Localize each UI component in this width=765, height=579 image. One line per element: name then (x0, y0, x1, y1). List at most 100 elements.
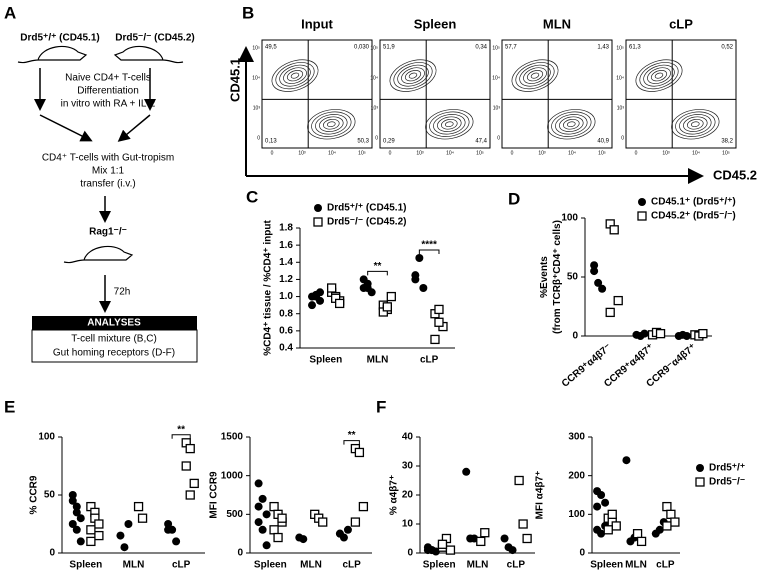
legend-marker (695, 477, 705, 487)
point (318, 517, 328, 527)
panel-label: A (4, 3, 16, 22)
contour (671, 109, 720, 140)
point (133, 501, 144, 512)
flow-tick: 10³ (493, 105, 501, 111)
flow-tick: 10⁵ (252, 45, 260, 51)
point (632, 529, 643, 539)
point (299, 535, 308, 544)
x-tick-label: cLP (507, 560, 526, 571)
x-tick-label: Spleen (423, 560, 456, 571)
point (68, 520, 77, 528)
point (76, 537, 85, 546)
flow-tick: 10³ (662, 150, 670, 156)
flow-tick: 10⁵ (492, 45, 500, 51)
column-title: Spleen (414, 16, 457, 31)
significance-bracket (418, 249, 440, 254)
label: T-cell mixture (B,C) (71, 334, 157, 345)
point (164, 525, 173, 534)
point (462, 467, 471, 476)
panel-label: C (246, 187, 258, 206)
y-tick-label: 20 (402, 490, 414, 501)
quadrant-value: 0,13 (265, 139, 277, 145)
x-tick-label: MLN (300, 560, 322, 571)
y-axis-title: % α4β7⁺ (389, 475, 400, 515)
point (430, 334, 440, 345)
point (601, 498, 610, 507)
flow-tick: 10⁴ (446, 150, 454, 156)
contour (687, 118, 704, 130)
point (598, 284, 607, 293)
point (262, 510, 271, 519)
y-tick-label: 0 (572, 331, 578, 342)
point (359, 275, 368, 284)
point (500, 534, 509, 543)
point (316, 296, 325, 305)
point (597, 491, 606, 499)
point (607, 509, 617, 519)
point (594, 278, 603, 287)
quadrant-value: 49,5 (265, 45, 277, 51)
contour (429, 111, 470, 137)
contour (401, 67, 425, 84)
contour (559, 116, 584, 132)
point (662, 521, 672, 531)
y-tick-label: 50 (567, 272, 579, 283)
arrow (39, 114, 93, 142)
legend-label: Drd5⁺/⁺ (709, 463, 745, 474)
flow-tick: 0 (375, 135, 378, 141)
label: transfer (i.v.) (80, 179, 135, 190)
contour (444, 121, 454, 128)
y-tick-label: 0.6 (279, 325, 293, 336)
significance: **** (421, 240, 437, 251)
label: in vitro with RA + IL-2 (61, 99, 156, 110)
mouse-icon (17, 45, 88, 64)
point (480, 528, 490, 538)
quadrant-value: 61,3 (629, 45, 641, 51)
y-tick-label: 40 (402, 432, 414, 443)
contour (683, 116, 708, 132)
point (640, 329, 649, 338)
contour (650, 70, 668, 82)
panel-label: B (242, 3, 254, 22)
label: Mix 1:1 (92, 166, 125, 177)
point (358, 501, 369, 512)
contour (563, 118, 580, 130)
point (419, 284, 428, 292)
contour (286, 70, 304, 82)
contour (275, 62, 315, 90)
quadrant-value: 40,9 (597, 139, 609, 145)
quadrant-value: 0,34 (475, 45, 487, 51)
x-tick-label: MLN (367, 355, 389, 366)
contour (283, 67, 307, 84)
contour (519, 64, 551, 87)
legend-label: CD45.1⁺ (Drd5⁺/⁺) (651, 197, 736, 208)
y-tick-label: 1.2 (279, 274, 293, 285)
contour (279, 64, 311, 87)
flow-tick: 10³ (253, 105, 261, 111)
label: 72h (114, 287, 131, 298)
y-axis-title: MFI α4β7⁺ (535, 471, 546, 520)
point (698, 328, 708, 339)
flow-tick: 0 (257, 135, 260, 141)
flow-tick: 10⁴ (692, 150, 700, 156)
legend-marker (696, 464, 704, 472)
significance: ** (348, 430, 356, 441)
label: Rag1⁻/⁻ (89, 227, 127, 238)
y-tick-label: 300 (568, 432, 585, 443)
quadrant-value: 1,43 (597, 45, 609, 51)
significance: ** (177, 424, 185, 435)
y-tick-label: 0.4 (279, 343, 293, 354)
mouse-icon (113, 45, 184, 64)
analyses-box (31, 329, 198, 363)
point (72, 508, 81, 517)
point (603, 525, 613, 535)
contour (408, 72, 418, 79)
point (508, 546, 517, 555)
point (116, 531, 125, 540)
significance: ** (374, 261, 382, 272)
y-tick-label: 0.8 (279, 308, 293, 319)
contour (315, 114, 348, 135)
point (350, 517, 361, 527)
flow-tick: 0 (497, 135, 500, 141)
y-tick-label: 10 (402, 519, 414, 530)
